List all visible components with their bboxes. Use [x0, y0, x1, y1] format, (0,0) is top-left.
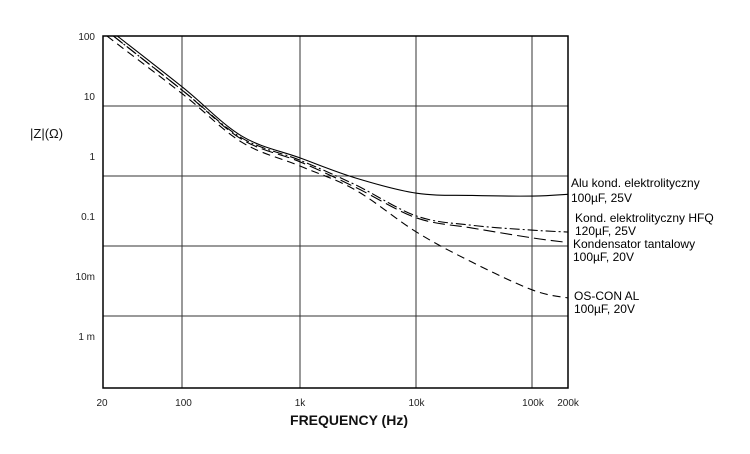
series-line-3 [113, 36, 563, 243]
series-name-label: OS-CON AL [574, 289, 640, 303]
ticks: 20 100 1k 10k 100k 200k 100 10 1 0.1 10m 1 m [76, 32, 580, 409]
series-spec-label: 120µF, 25V [575, 224, 636, 238]
series-spec-label: 100µF, 25V [571, 191, 632, 205]
x-tick-label: 20 [97, 398, 109, 409]
y-tick-label: 10 [84, 92, 96, 103]
y-tick-label: 0.1 [81, 212, 95, 223]
series-spec-label: 100µF, 20V [574, 302, 635, 316]
y-axis-label: |Z|(Ω) [30, 126, 63, 141]
y-tick-label: 1 m [78, 332, 95, 343]
y-tick-label: 10m [76, 272, 95, 283]
series-line-4 [106, 36, 568, 299]
plot-frame [102, 35, 569, 389]
series-name-label: Kondensator tantalowy [573, 237, 695, 251]
series-line-1 [116, 36, 568, 197]
x-tick-label: 200k [557, 398, 580, 409]
grid [102, 35, 569, 389]
series-line-2 [113, 36, 568, 233]
x-tick-label: 100k [522, 398, 545, 409]
x-tick-label: 1k [295, 398, 307, 409]
series-spec-label: 100µF, 20V [573, 250, 634, 264]
x-tick-label: 100 [175, 398, 192, 409]
x-tick-label: 10k [408, 398, 425, 409]
y-tick-label: 1 [89, 152, 95, 163]
series-name-label: Kond. elektrolityczny HFQ [575, 211, 714, 225]
series-layer [106, 36, 568, 299]
y-tick-label: 100 [78, 32, 95, 43]
series-name-label: Alu kond. elektrolityczny [571, 176, 700, 190]
x-axis-label: FREQUENCY (Hz) [290, 412, 408, 428]
